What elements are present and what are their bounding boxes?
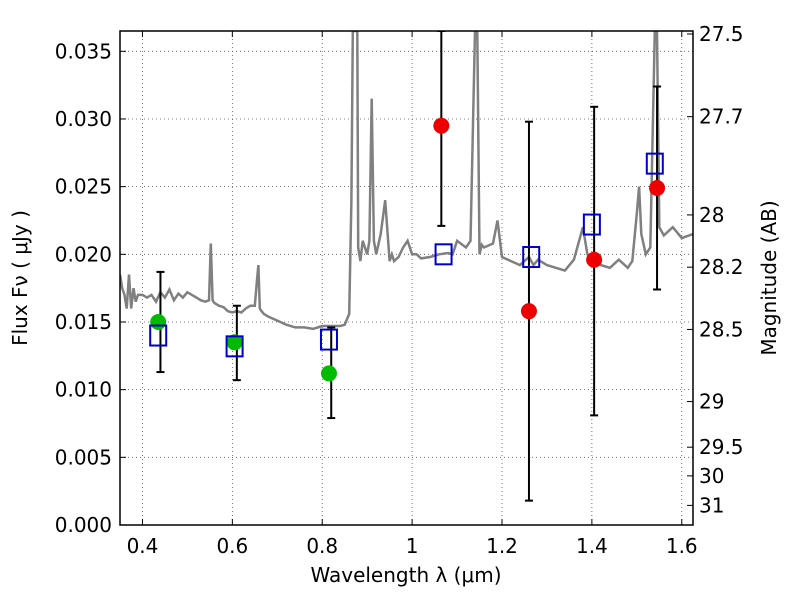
y2-tick-label: 28.5 (699, 317, 744, 341)
y2-tick-label: 27.7 (699, 105, 744, 129)
y2-tick-label: 30 (699, 464, 724, 488)
x-tick-label: 0.4 (127, 534, 159, 558)
x-tick-label: 1.2 (486, 534, 518, 558)
circle-marker (649, 179, 666, 196)
y2-tick-label: 31 (699, 493, 724, 517)
y-tick-label: 0.005 (55, 445, 112, 469)
square-marker (645, 152, 664, 175)
y2-tick-labels: 27.5 27.7 28 28.2 28.5 29 29.5 30 31 (699, 22, 744, 517)
square-marker (149, 324, 168, 347)
square-marker (522, 246, 541, 269)
circle-marker (520, 303, 537, 320)
y2-tick-label: 27.5 (699, 22, 744, 46)
square-marker (225, 335, 244, 358)
y-tick-label: 0.030 (55, 107, 112, 131)
y2-tick-label: 29.5 (699, 435, 744, 459)
circle-marker (320, 365, 337, 382)
square-marker (434, 243, 453, 266)
model-spectrum-line (120, 31, 693, 331)
x-tick-label: 1.6 (666, 534, 698, 558)
y-tick-label: 0.020 (55, 242, 112, 266)
y-tick-label: 0.010 (55, 378, 112, 402)
x-tick-label: 0.6 (216, 534, 248, 558)
x-axis-label: Wavelength λ (μm) (310, 563, 501, 587)
y-axis-label: Flux Fν ( μJy ) (8, 210, 32, 346)
circle-marker (433, 117, 450, 134)
circle-marker (226, 334, 243, 351)
y-tick-label: 0.000 (55, 513, 112, 537)
circle-marker (586, 251, 603, 268)
y-tick-label: 0.025 (55, 175, 112, 199)
y-tick-label: 0.015 (55, 310, 112, 334)
y-tick-label: 0.035 (55, 39, 112, 63)
y2-tick-label: 28 (699, 203, 724, 227)
square-marker (582, 213, 601, 236)
axis-ticks (120, 31, 693, 526)
plot-area (120, 31, 693, 525)
x-tick-labels: 0.4 0.6 0.8 1 1.2 1.4 1.6 (127, 534, 698, 558)
x-tick-label: 1 (406, 534, 419, 558)
circle-marker (150, 313, 167, 330)
y2-tick-label: 28.2 (699, 255, 744, 279)
x-tick-label: 0.8 (306, 534, 338, 558)
data-markers (149, 117, 666, 382)
y2-axis-label: Magnitude (AB) (757, 200, 781, 355)
y-tick-labels: 0.000 0.005 0.010 0.015 0.020 0.025 0.030 0.035 (55, 39, 112, 537)
x-tick-label: 1.4 (576, 534, 608, 558)
plot-frame (119, 30, 694, 526)
square-marker (319, 328, 338, 351)
y2-tick-label: 29 (699, 390, 724, 414)
